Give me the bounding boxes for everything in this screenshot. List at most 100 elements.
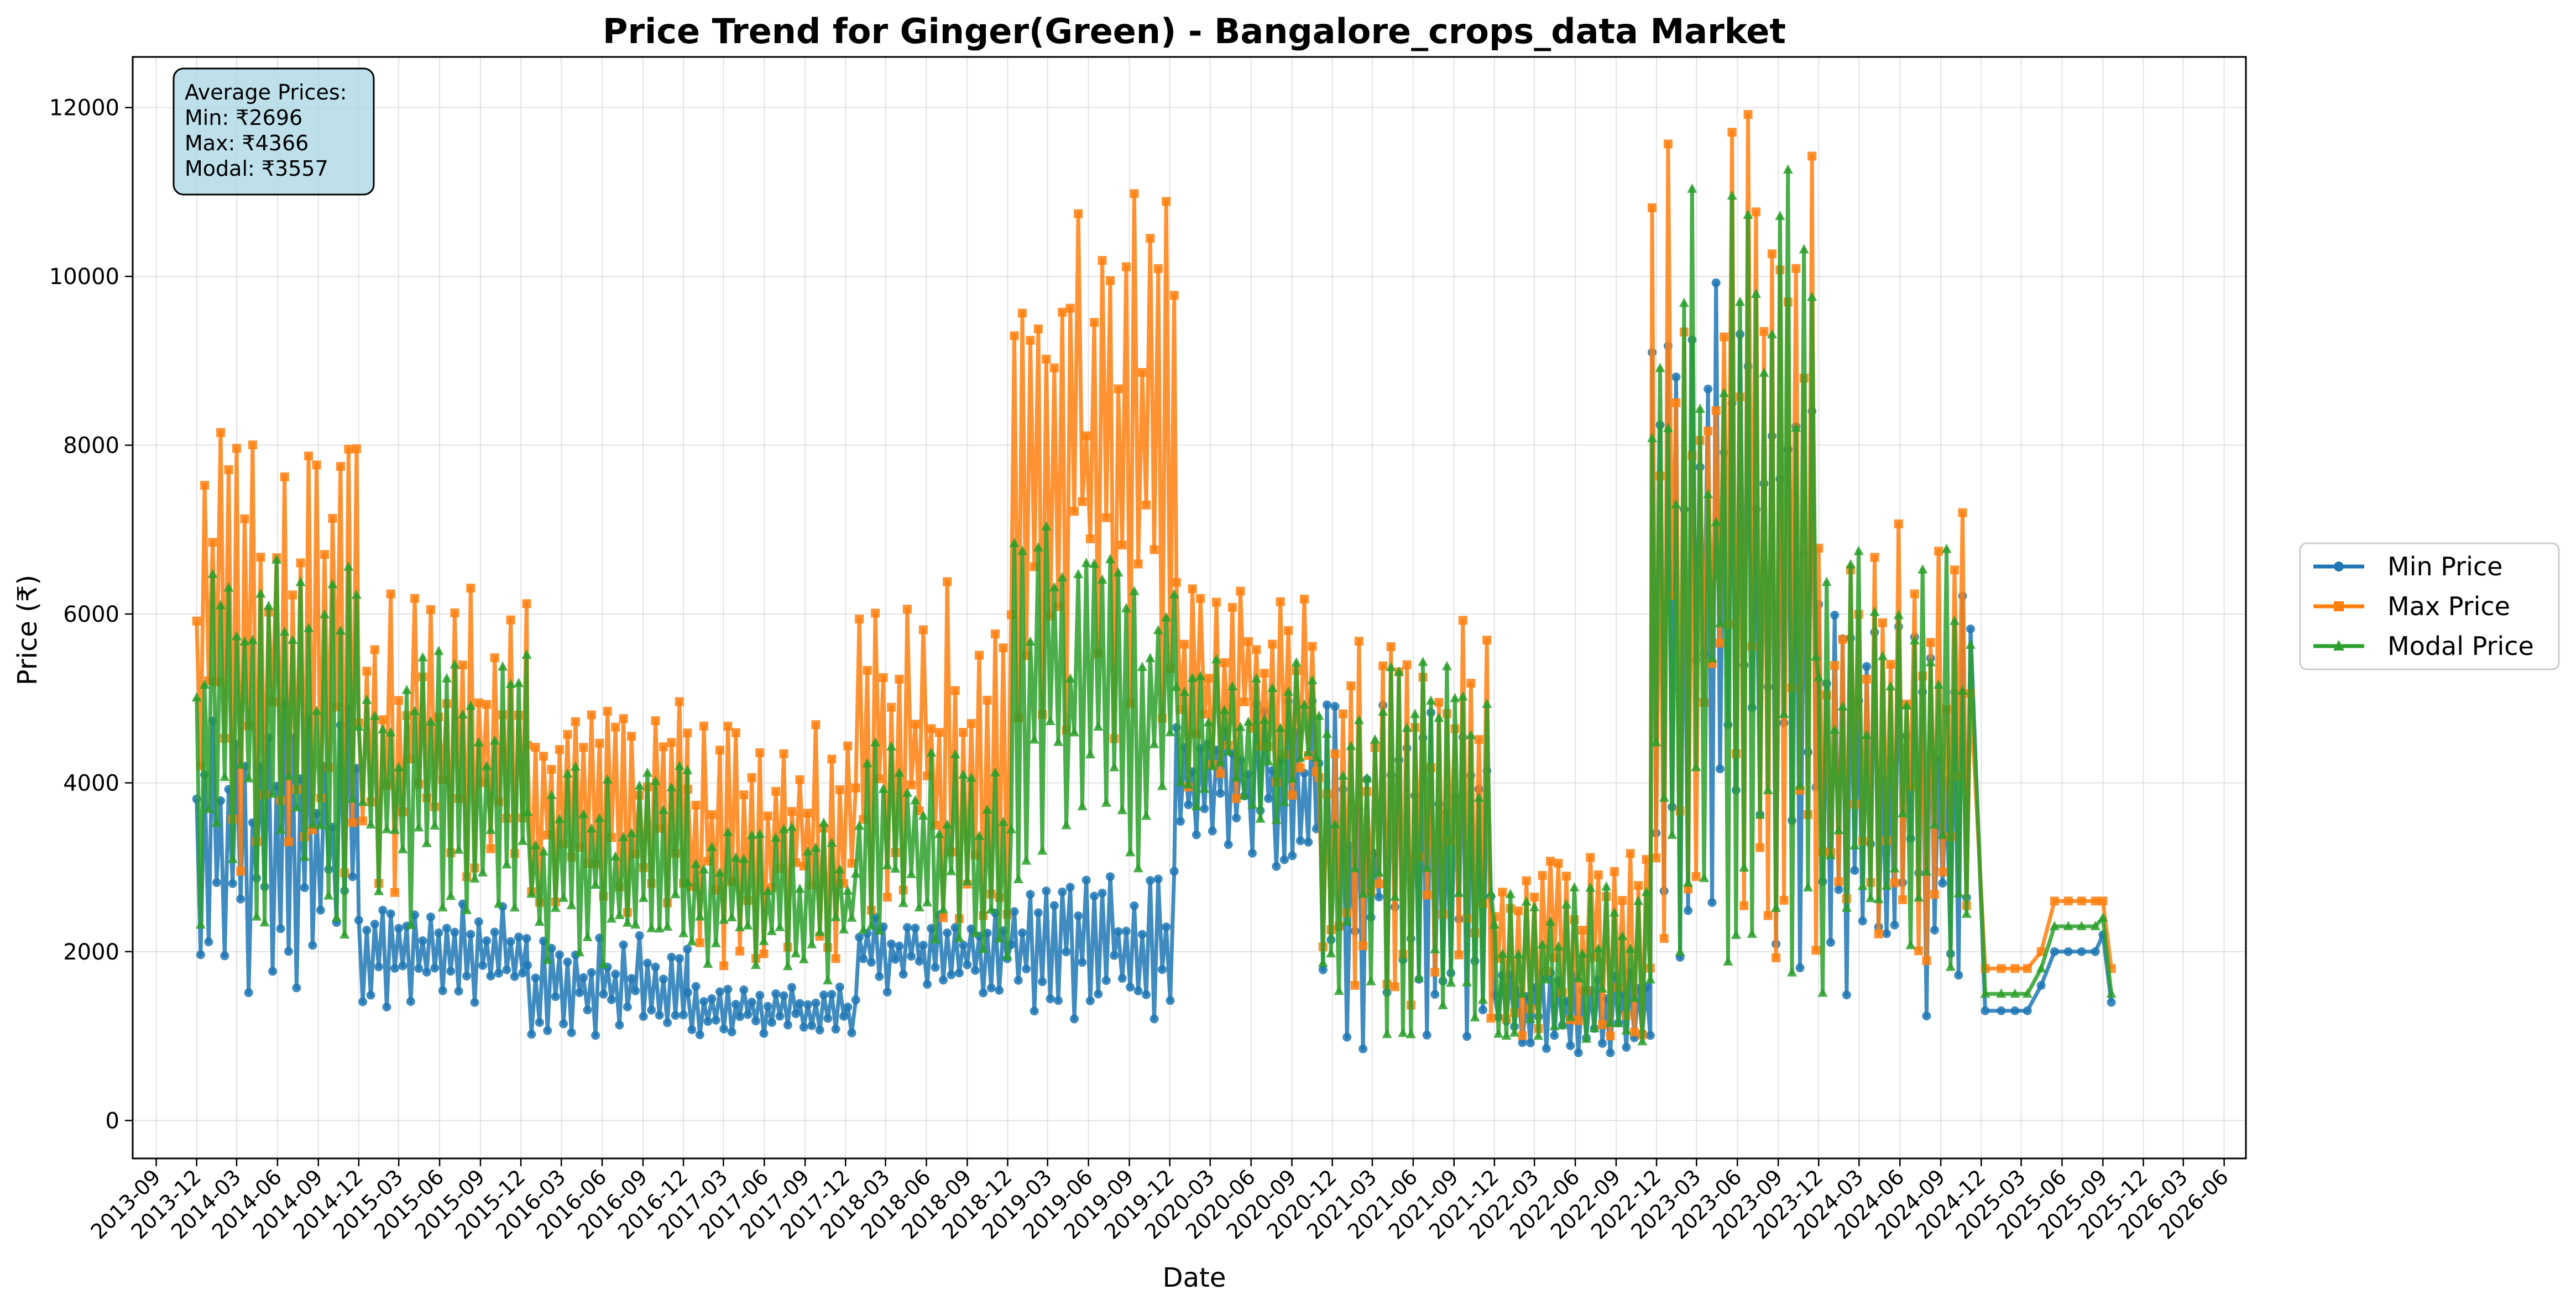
data-point-max <box>1691 872 1701 881</box>
data-point-min <box>831 1025 840 1034</box>
data-point-modal <box>1085 749 1095 759</box>
data-point-max <box>1518 1031 1527 1040</box>
data-point-modal <box>1585 882 1596 892</box>
data-point-modal <box>462 905 472 915</box>
data-point-modal <box>1125 847 1136 857</box>
data-point-modal <box>1291 657 1302 667</box>
data-point-min <box>779 991 788 1000</box>
data-point-modal <box>1945 961 1956 971</box>
data-point-modal <box>1763 784 1773 794</box>
data-point-modal <box>1837 701 1848 711</box>
data-point-max <box>547 764 556 774</box>
data-point-min <box>494 968 503 978</box>
data-point-min <box>647 1005 656 1015</box>
data-point-max <box>918 625 928 634</box>
data-point-max <box>1772 953 1781 962</box>
data-point-max <box>288 590 297 600</box>
data-point-min <box>1058 887 1067 896</box>
data-point-min <box>683 945 692 954</box>
data-point-min <box>563 957 572 967</box>
data-point-modal <box>401 684 412 694</box>
data-point-max <box>990 629 1000 638</box>
series-modal-price <box>191 164 2117 1046</box>
data-point-min <box>1890 920 1899 930</box>
data-point-modal <box>227 853 238 863</box>
data-point-modal <box>898 898 908 908</box>
data-point-modal <box>1727 190 1737 200</box>
data-point-modal <box>2036 963 2046 973</box>
data-point-modal <box>1885 681 1896 691</box>
data-point-max <box>390 888 399 897</box>
data-point-max <box>695 938 704 947</box>
data-point-modal <box>358 796 368 806</box>
data-point-modal <box>1557 1019 1567 1029</box>
data-point-modal <box>243 773 254 783</box>
data-point-min <box>535 1018 544 1027</box>
data-point-max <box>2010 964 2020 973</box>
data-point-modal <box>798 953 809 963</box>
data-point-modal <box>554 814 565 824</box>
data-point-modal <box>1378 706 1388 716</box>
data-point-min <box>1101 976 1111 985</box>
data-point-max <box>1212 597 1221 607</box>
data-point-modal <box>1553 941 1564 951</box>
data-point-max <box>895 674 904 684</box>
data-point-max <box>1188 584 1197 594</box>
data-point-max <box>466 584 476 593</box>
data-point-modal <box>1601 881 1612 891</box>
data-point-modal <box>1239 790 1250 800</box>
data-point-modal <box>1707 653 1717 663</box>
data-point-min <box>422 967 431 977</box>
data-point-min <box>799 1022 808 1032</box>
data-point-modal <box>526 888 537 898</box>
data-point-modal <box>1625 943 1636 953</box>
data-point-modal <box>1655 363 1665 373</box>
data-point-modal <box>755 828 765 838</box>
data-point-modal <box>739 853 749 863</box>
data-point-min <box>244 988 253 998</box>
data-point-modal <box>389 824 400 834</box>
data-point-max <box>1482 636 1492 645</box>
data-point-modal <box>1898 807 1908 817</box>
data-point-max <box>1434 698 1444 707</box>
data-point-modal <box>727 911 737 921</box>
data-point-min <box>615 1020 624 1030</box>
data-point-min <box>1175 817 1185 826</box>
data-point-min <box>815 1025 824 1035</box>
data-point-max <box>683 728 692 738</box>
data-point-max <box>715 746 724 755</box>
data-point-max <box>531 743 540 752</box>
data-point-modal <box>1002 951 1012 961</box>
data-point-min <box>1130 901 1139 910</box>
data-point-modal <box>1153 625 1163 634</box>
data-point-min <box>1711 278 1721 287</box>
data-point-modal <box>534 916 545 926</box>
data-point-max <box>1759 327 1769 336</box>
data-point-modal <box>493 898 504 908</box>
data-point-max <box>370 645 379 654</box>
data-point-modal <box>1695 403 1705 413</box>
data-point-modal <box>1227 681 1237 691</box>
data-point-max <box>1117 541 1127 550</box>
data-point-modal <box>437 902 448 912</box>
data-point-modal <box>1418 657 1428 667</box>
data-point-modal <box>1505 888 1516 898</box>
data-point-modal <box>914 901 924 911</box>
data-point-min <box>751 1016 760 1026</box>
data-point-modal <box>1009 537 1020 547</box>
data-point-max <box>1114 384 1123 394</box>
axes-frame <box>132 56 2247 1160</box>
data-point-max <box>394 696 404 705</box>
data-point-min <box>759 1029 769 1038</box>
data-point-max <box>2098 896 2108 906</box>
data-point-min <box>1550 1031 1559 1040</box>
data-point-modal <box>347 793 358 803</box>
data-point-min <box>715 987 724 997</box>
data-point-min <box>522 934 531 943</box>
data-point-max <box>208 538 217 547</box>
data-point-max <box>831 954 840 963</box>
data-point-modal <box>1609 907 1619 917</box>
data-point-min <box>771 989 781 998</box>
data-point-min <box>478 961 487 970</box>
